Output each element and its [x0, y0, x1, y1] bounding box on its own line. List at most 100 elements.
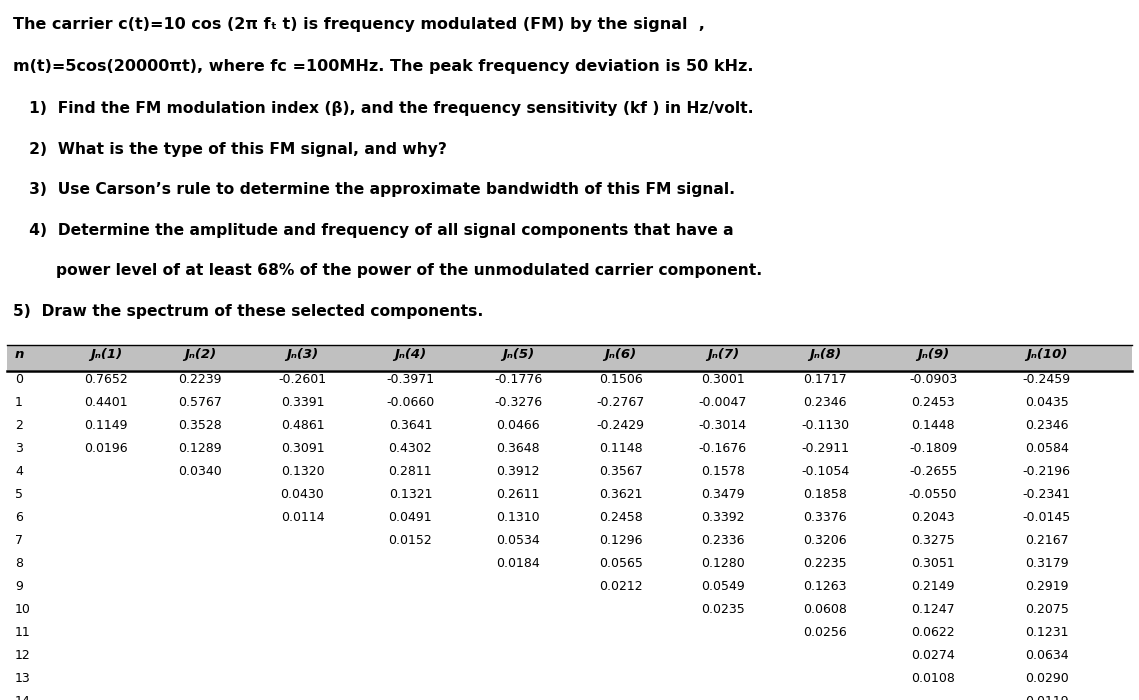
Text: 1: 1	[15, 396, 23, 410]
Text: -0.2767: -0.2767	[597, 396, 645, 410]
Text: 0.3528: 0.3528	[179, 419, 222, 432]
Text: 4: 4	[15, 466, 23, 478]
Text: Jₙ(4): Jₙ(4)	[394, 349, 426, 361]
Text: 0.2075: 0.2075	[1025, 603, 1068, 616]
Text: 0.4302: 0.4302	[388, 442, 432, 455]
Text: 0.1247: 0.1247	[911, 603, 954, 616]
Text: -0.1130: -0.1130	[801, 419, 850, 432]
Text: 11: 11	[15, 626, 31, 639]
Text: 0.3567: 0.3567	[599, 466, 642, 478]
Text: -0.3014: -0.3014	[699, 419, 747, 432]
Text: -0.2429: -0.2429	[597, 419, 645, 432]
Text: -0.2601: -0.2601	[278, 373, 327, 386]
Text: 0.0196: 0.0196	[84, 442, 128, 455]
Text: 0.0114: 0.0114	[280, 511, 325, 524]
Text: 0.0584: 0.0584	[1025, 442, 1068, 455]
Text: 0.3275: 0.3275	[911, 534, 954, 547]
Text: 0.2611: 0.2611	[497, 488, 540, 501]
Text: 0.1321: 0.1321	[388, 488, 432, 501]
Text: 0.3648: 0.3648	[497, 442, 540, 455]
Text: 0.3206: 0.3206	[803, 534, 847, 547]
Text: 0.0430: 0.0430	[280, 488, 325, 501]
Text: -0.2459: -0.2459	[1023, 373, 1071, 386]
Text: -0.1676: -0.1676	[699, 442, 747, 455]
Text: 0.0256: 0.0256	[803, 626, 847, 639]
Text: Jₙ(3): Jₙ(3)	[286, 349, 319, 361]
Text: 0.1149: 0.1149	[84, 419, 128, 432]
Text: 7: 7	[15, 534, 23, 547]
Text: Jₙ(1): Jₙ(1)	[90, 349, 122, 361]
Text: 5: 5	[15, 488, 23, 501]
Text: The carrier c(t)=10 cos (2π fₜ t) is frequency modulated (FM) by the signal  ,: The carrier c(t)=10 cos (2π fₜ t) is fre…	[13, 17, 705, 32]
Text: 0.3392: 0.3392	[702, 511, 745, 524]
Text: 0.1280: 0.1280	[700, 557, 745, 570]
Text: 2)  What is the type of this FM signal, and why?: 2) What is the type of this FM signal, a…	[13, 142, 446, 157]
Text: m(t)=5cos(20000πt), where fc =100MHz. The peak frequency deviation is 50 kHz.: m(t)=5cos(20000πt), where fc =100MHz. Th…	[13, 60, 753, 74]
Text: 8: 8	[15, 557, 23, 570]
Text: 9: 9	[15, 580, 23, 593]
Text: 0.1289: 0.1289	[179, 442, 222, 455]
Text: 0.1296: 0.1296	[599, 534, 642, 547]
Text: Jₙ(5): Jₙ(5)	[502, 349, 534, 361]
Text: 0.0235: 0.0235	[700, 603, 745, 616]
Text: Jₙ(7): Jₙ(7)	[707, 349, 739, 361]
Text: 0.3051: 0.3051	[911, 557, 954, 570]
Text: 3)  Use Carson’s rule to determine the approximate bandwidth of this FM signal.: 3) Use Carson’s rule to determine the ap…	[13, 182, 735, 197]
Text: power level of at least 68% of the power of the unmodulated carrier component.: power level of at least 68% of the power…	[13, 263, 762, 278]
Text: 5)  Draw the spectrum of these selected components.: 5) Draw the spectrum of these selected c…	[13, 304, 483, 318]
Text: 0.1263: 0.1263	[803, 580, 847, 593]
Text: 14: 14	[15, 695, 31, 700]
Text: 0.3376: 0.3376	[803, 511, 847, 524]
Text: 0.1448: 0.1448	[911, 419, 954, 432]
Text: -0.3276: -0.3276	[494, 396, 542, 410]
Text: 0.0152: 0.0152	[388, 534, 433, 547]
Text: 0.3179: 0.3179	[1025, 557, 1068, 570]
Text: -0.1776: -0.1776	[494, 373, 542, 386]
Text: Jₙ(2): Jₙ(2)	[185, 349, 216, 361]
Text: 0.1320: 0.1320	[280, 466, 325, 478]
Text: 0.4401: 0.4401	[84, 396, 128, 410]
Text: 0.3641: 0.3641	[388, 419, 432, 432]
Text: 0.1231: 0.1231	[1025, 626, 1068, 639]
Text: 0.2346: 0.2346	[803, 396, 847, 410]
Text: Jₙ(10): Jₙ(10)	[1026, 349, 1067, 361]
Text: 0.3391: 0.3391	[280, 396, 325, 410]
Text: Jₙ(9): Jₙ(9)	[917, 349, 949, 361]
Text: 0.0534: 0.0534	[497, 534, 540, 547]
Text: 0.2811: 0.2811	[388, 466, 432, 478]
Text: 0.2239: 0.2239	[179, 373, 222, 386]
Text: 0.4861: 0.4861	[280, 419, 325, 432]
Text: -0.2655: -0.2655	[909, 466, 957, 478]
Text: 0.2346: 0.2346	[1025, 419, 1068, 432]
Text: 12: 12	[15, 649, 31, 662]
Text: 0.3001: 0.3001	[700, 373, 745, 386]
Text: 0.0212: 0.0212	[599, 580, 642, 593]
Text: 0.3091: 0.3091	[280, 442, 325, 455]
Text: 0.1858: 0.1858	[803, 488, 847, 501]
Text: 6: 6	[15, 511, 23, 524]
FancyBboxPatch shape	[7, 345, 1132, 370]
Text: 0.1506: 0.1506	[599, 373, 642, 386]
Text: 0.5767: 0.5767	[179, 396, 222, 410]
Text: Jₙ(6): Jₙ(6)	[605, 349, 637, 361]
Text: 3: 3	[15, 442, 23, 455]
Text: 0.0184: 0.0184	[497, 557, 540, 570]
Text: 4)  Determine the amplitude and frequency of all signal components that have a: 4) Determine the amplitude and frequency…	[13, 223, 734, 238]
Text: 1)  Find the FM modulation index (β), and the frequency sensitivity (kf ) in Hz/: 1) Find the FM modulation index (β), and…	[13, 102, 753, 116]
Text: 0.1310: 0.1310	[497, 511, 540, 524]
Text: 0.1717: 0.1717	[803, 373, 847, 386]
Text: 0.2235: 0.2235	[803, 557, 847, 570]
Text: 0.1578: 0.1578	[700, 466, 745, 478]
Text: 0: 0	[15, 373, 23, 386]
Text: 0.0491: 0.0491	[388, 511, 432, 524]
Text: 0.0565: 0.0565	[599, 557, 642, 570]
Text: -0.0660: -0.0660	[386, 396, 435, 410]
Text: -0.2196: -0.2196	[1023, 466, 1071, 478]
Text: 0.2453: 0.2453	[911, 396, 954, 410]
Text: -0.0550: -0.0550	[909, 488, 958, 501]
Text: 0.2336: 0.2336	[702, 534, 745, 547]
Text: 0.0634: 0.0634	[1025, 649, 1068, 662]
Text: 0.0274: 0.0274	[911, 649, 954, 662]
Text: 0.0119: 0.0119	[1025, 695, 1068, 700]
Text: 0.2043: 0.2043	[911, 511, 954, 524]
